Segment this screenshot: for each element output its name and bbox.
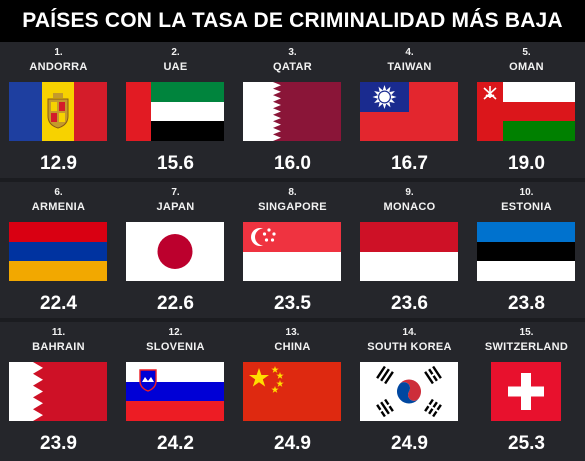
rank-label: 5. — [522, 47, 531, 58]
crime-rate-value: 15.6 — [157, 153, 194, 174]
crime-rate-value: 19.0 — [508, 153, 545, 174]
rank-label: 7. — [171, 187, 180, 198]
country-card-monaco: 9. MONACO 23.6 — [351, 182, 468, 320]
andorra-flag-icon — [9, 82, 107, 141]
taiwan-flag-icon — [360, 82, 458, 141]
crime-rate-value: 16.7 — [391, 153, 428, 174]
country-name: ARMENIA — [31, 201, 86, 213]
rank-label: 2. — [171, 47, 180, 58]
country-card-qatar: 3. QATAR 16.0 — [234, 42, 351, 180]
country-card-uae: 2. UAE 15.6 — [117, 42, 234, 180]
country-name: SWITZERLAND — [484, 341, 569, 353]
country-card-armenia: 6. ARMENIA 22.4 — [0, 182, 117, 320]
rank-label: 1. — [54, 47, 63, 58]
crime-rate-value: 22.4 — [40, 293, 77, 314]
country-name: SOUTH KOREA — [367, 341, 452, 353]
country-name: MONACO — [383, 201, 436, 213]
country-name: OMAN — [509, 61, 544, 73]
country-card-oman: 5. OMAN 19.0 — [468, 42, 585, 180]
rank-label: 4. — [405, 47, 414, 58]
crime-rate-value: 24.2 — [157, 433, 194, 454]
country-name: CHINA — [274, 341, 311, 353]
crime-rate-value: 23.9 — [40, 433, 77, 454]
switzerland-flag-icon — [491, 362, 561, 421]
uae-flag-icon — [126, 82, 224, 141]
estonia-flag-icon — [477, 222, 575, 281]
country-card-slovenia: 12. SLOVENIA 24.2 — [117, 322, 234, 460]
country-name: UAE — [163, 61, 188, 73]
rank-label: 13. — [285, 327, 300, 338]
country-name: ESTONIA — [501, 201, 552, 213]
rank-label: 14. — [402, 327, 417, 338]
china-flag-icon — [243, 362, 341, 421]
rank-label: 8. — [288, 187, 297, 198]
armenia-flag-icon — [9, 222, 107, 281]
country-name: JAPAN — [156, 201, 195, 213]
country-card-taiwan: 4. TAIWAN 16.7 — [351, 42, 468, 180]
crime-rate-value: 24.9 — [391, 433, 428, 454]
rank-label: 10. — [519, 187, 534, 198]
country-name: ANDORRA — [29, 61, 88, 73]
country-card-andorra: 1. ANDORRA 12.9 — [0, 42, 117, 180]
singapore-flag-icon — [243, 222, 341, 281]
country-name: QATAR — [273, 61, 312, 73]
country-card-estonia: 10. ESTONIA 23.8 — [468, 182, 585, 320]
country-card-japan: 7. JAPAN 22.6 — [117, 182, 234, 320]
country-card-bahrain: 11. BAHRAIN 23.9 — [0, 322, 117, 460]
country-name: BAHRAIN — [32, 341, 85, 353]
country-card-china: 13. CHINA 24.9 — [234, 322, 351, 460]
south-korea-flag-icon — [360, 362, 458, 421]
crime-rate-value: 16.0 — [274, 153, 311, 174]
title-bar: PAÍSES CON LA TASA DE CRIMINALIDAD MÁS B… — [0, 0, 585, 42]
row-divider — [0, 318, 585, 322]
rank-label: 11. — [51, 327, 66, 338]
country-name: TAIWAN — [387, 61, 432, 73]
rank-label: 15. — [519, 327, 534, 338]
country-name: SINGAPORE — [258, 201, 327, 213]
crime-rate-value: 23.5 — [274, 293, 311, 314]
crime-rate-value: 22.6 — [157, 293, 194, 314]
monaco-flag-icon — [360, 222, 458, 281]
row-divider — [0, 178, 585, 182]
crime-rate-value: 12.9 — [40, 153, 77, 174]
rank-label: 3. — [288, 47, 297, 58]
japan-flag-icon — [126, 222, 224, 281]
page-title: PAÍSES CON LA TASA DE CRIMINALIDAD MÁS B… — [22, 9, 563, 32]
country-card-singapore: 8. SINGAPORE 23.5 — [234, 182, 351, 320]
crime-rate-value: 23.8 — [508, 293, 545, 314]
slovenia-flag-icon — [126, 362, 224, 421]
crime-rate-value: 23.6 — [391, 293, 428, 314]
country-card-switzerland: 15. SWITZERLAND 25.3 — [468, 322, 585, 460]
crime-rate-value: 25.3 — [508, 433, 545, 454]
qatar-flag-icon — [243, 82, 341, 141]
rank-label: 6. — [54, 187, 63, 198]
country-card-south-korea: 14. SOUTH KOREA — [351, 322, 468, 460]
rank-label: 9. — [405, 187, 414, 198]
rank-label: 12. — [168, 327, 183, 338]
country-name: SLOVENIA — [146, 341, 205, 353]
oman-flag-icon — [477, 82, 575, 141]
crime-rate-value: 24.9 — [274, 433, 311, 454]
bahrain-flag-icon — [9, 362, 107, 421]
